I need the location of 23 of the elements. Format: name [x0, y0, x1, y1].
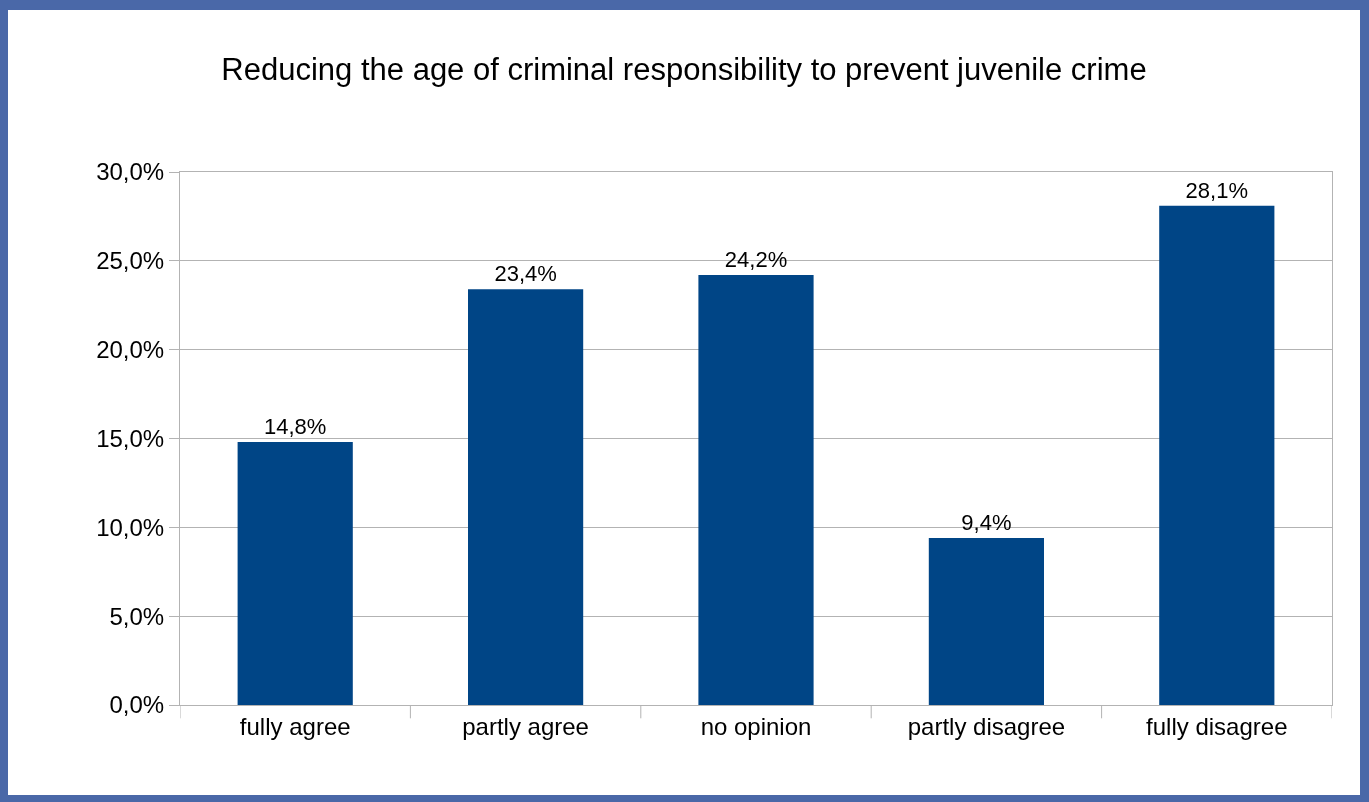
x-tick-label: no opinion: [700, 712, 812, 740]
data-label: 14,8%: [264, 414, 327, 440]
y-tick-label: 20,0%: [96, 336, 165, 364]
data-label: 9,4%: [961, 509, 1012, 535]
x-tick-label: partly disagree: [907, 712, 1066, 740]
y-tick-label: 30,0%: [96, 158, 165, 186]
y-tick-label: 10,0%: [96, 513, 165, 541]
bar: [237, 442, 353, 705]
x-tick-label: partly agree: [462, 712, 589, 740]
bar: [468, 289, 584, 705]
bar: [1159, 205, 1275, 705]
chart-title: Reducing the age of criminal responsibility to prevent juvenile crime: [221, 51, 1147, 87]
data-label: 24,2%: [724, 247, 788, 273]
y-tick-label: 15,0%: [96, 424, 165, 452]
y-tick-label: 25,0%: [96, 247, 165, 275]
y-tick-label: 5,0%: [109, 602, 165, 630]
data-label: 28,1%: [1185, 177, 1248, 203]
x-tick-label: fully disagree: [1146, 712, 1288, 740]
data-label: 23,4%: [494, 261, 557, 287]
x-tick-label: fully agree: [239, 712, 351, 740]
y-tick-label: 0,0%: [109, 691, 165, 719]
bar: [698, 275, 814, 705]
bar: [928, 537, 1044, 705]
